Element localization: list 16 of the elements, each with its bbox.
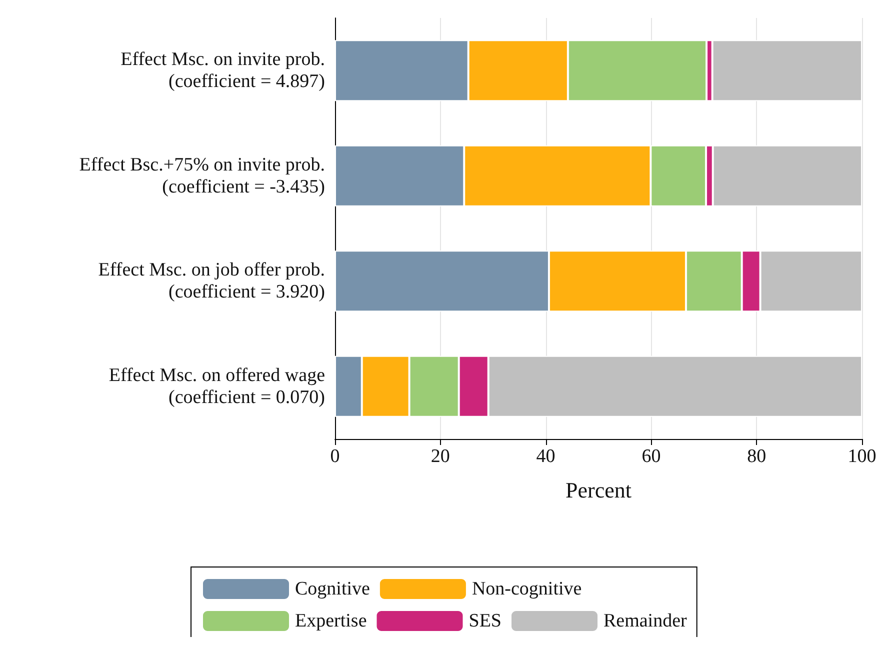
- x-tick-label: 20: [430, 446, 450, 467]
- y-tick-label: Effect Msc. on job offer prob. (coefficient = 3.920): [98, 260, 325, 303]
- legend-label: Non-cognitive: [472, 578, 582, 600]
- legend-label: Expertise: [295, 610, 367, 632]
- x-tick-label: 80: [747, 446, 766, 467]
- legend-label: SES: [468, 610, 502, 632]
- y-tick-label: Effect Msc. on offered wage (coefficient = 0.070): [108, 364, 325, 408]
- x-tick-label: 60: [642, 446, 661, 467]
- x-tick-label: 40: [536, 446, 556, 467]
- x-tick-label: 100: [848, 446, 876, 467]
- x-tick-label: 0: [330, 446, 340, 467]
- legend-label: Remainder: [603, 610, 688, 632]
- y-tick-label: Effect Bsc.+75% on invite prob. (coefficient = -3.435): [79, 154, 325, 198]
- y-tick-label: Effect Msc. on invite prob. (coefficient = 4.897): [120, 49, 325, 92]
- legend-label: Cognitive: [295, 578, 370, 600]
- x-axis-title: Percent: [566, 478, 632, 502]
